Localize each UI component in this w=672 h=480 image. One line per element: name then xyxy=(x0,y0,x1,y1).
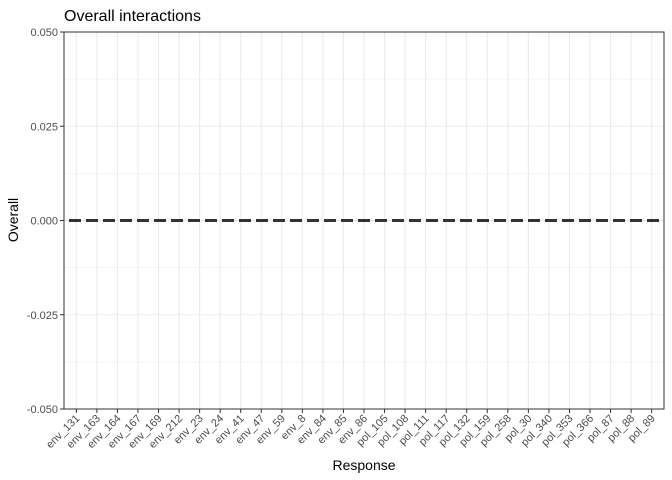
y-tick-label: 0.050 xyxy=(30,27,58,39)
y-tick-label: 0.000 xyxy=(30,216,58,228)
chart-title: Overall interactions xyxy=(64,8,201,25)
x-axis-title: Response xyxy=(332,457,395,473)
y-tick-label: -0.050 xyxy=(27,404,58,416)
plot-area: -0.050-0.0250.0000.0250.050env_131env_16… xyxy=(27,27,665,451)
y-tick-label: 0.025 xyxy=(30,121,58,133)
y-tick-label: -0.025 xyxy=(27,310,58,322)
y-axis-title: Overall xyxy=(5,198,21,242)
